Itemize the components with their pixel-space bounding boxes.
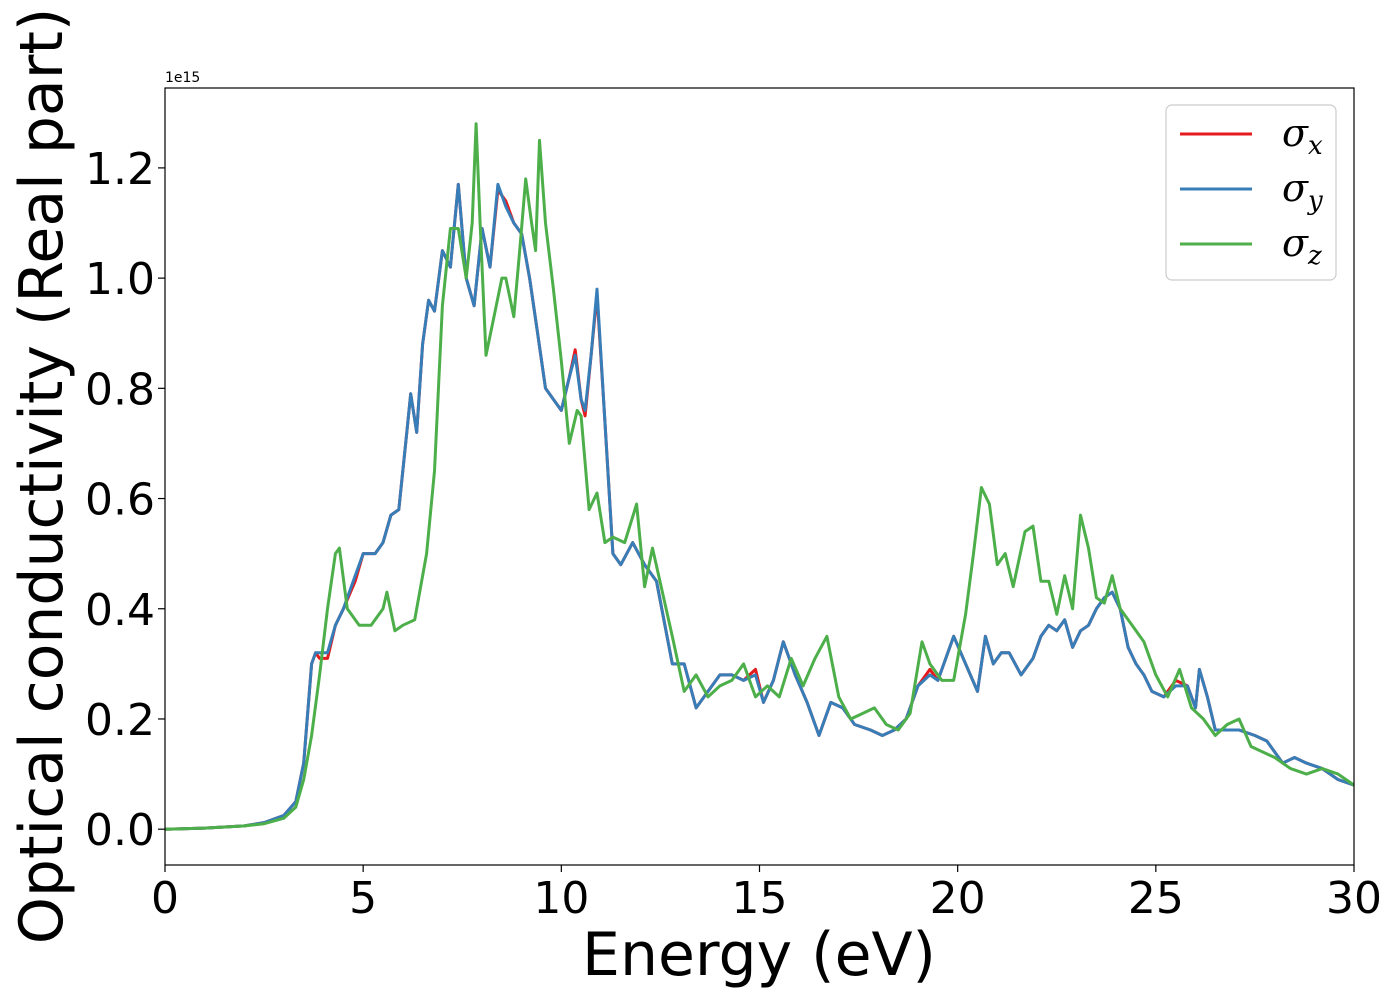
x-axis-label: Energy (eV) <box>582 920 936 990</box>
y-tick-label: 0.4 <box>85 585 155 636</box>
y-tick-label: 1.0 <box>85 254 155 305</box>
x-axis-ticks: 0 5 10 15 20 25 30 <box>151 865 1382 924</box>
x-tick-label: 5 <box>349 873 377 924</box>
legend-box <box>1165 104 1337 281</box>
y-tick-label: 0.6 <box>85 475 155 526</box>
legend-label-y: σy <box>1282 166 1323 216</box>
series-line-y <box>165 182 1354 831</box>
plot-area <box>164 87 1355 866</box>
series-layer <box>165 122 1354 831</box>
x-tick-label: 20 <box>930 873 986 924</box>
x-tick-label: 10 <box>533 873 589 924</box>
series-line-z <box>165 122 1354 831</box>
y-tick-label: 0.0 <box>85 805 155 856</box>
y-axis-label: Optical conductivity (Real part) <box>7 8 77 945</box>
legend-label-z: σz <box>1282 221 1322 271</box>
y-axis-ticks: 0.0 0.2 0.4 0.6 0.8 1.0 1.2 <box>85 144 165 856</box>
x-tick-label: 30 <box>1326 873 1382 924</box>
y-tick-label: 0.2 <box>85 695 155 746</box>
legend-label-x: σx <box>1282 111 1323 161</box>
x-tick-label: 15 <box>732 873 788 924</box>
y-tick-label: 0.8 <box>85 364 155 415</box>
x-tick-label: 0 <box>151 873 179 924</box>
y-tick-label: 1.2 <box>85 144 155 195</box>
y-offset-label: 1e15 <box>165 70 200 86</box>
x-tick-label: 25 <box>1128 873 1184 924</box>
